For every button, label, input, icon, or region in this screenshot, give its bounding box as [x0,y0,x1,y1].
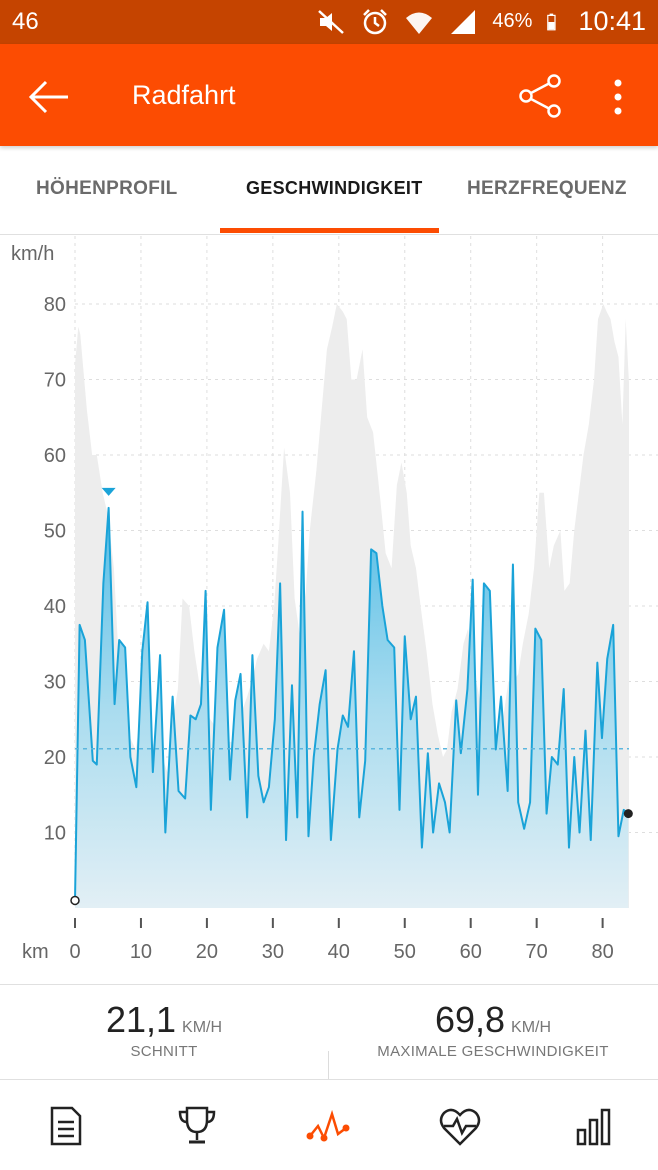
max-speed-marker [101,487,116,496]
speed-line [74,506,629,901]
heart-icon[interactable] [438,1104,482,1148]
x-tick-label: 60 [460,941,482,963]
average-speed-value: 21,1 [105,999,177,1040]
alarm-icon [363,8,388,34]
y-tick-label: 80 [44,294,66,316]
average-speed-unit: KM/H [182,1019,223,1036]
y-tick-label: 30 [44,672,66,694]
average-speed-stat: 21,1 KM/H SCHNITT [62,999,266,1060]
trophy-icon[interactable] [175,1104,219,1148]
max-speed-label: MAXIMALE GESCHWINDIGKEIT [377,1043,609,1060]
chart-icon[interactable] [306,1104,350,1148]
status-notification-count: 46 [12,8,39,35]
max-speed-unit: KM/H [511,1019,552,1036]
stats-divider [328,1051,329,1079]
y-tick-label: 40 [44,596,66,618]
stats-panel: 21,1 KM/H SCHNITT 69,8 KM/H MAXIMALE GESCH… [0,984,658,1080]
more-vert-icon[interactable] [604,74,632,120]
x-tick-label: 50 [394,941,416,963]
signal-icon [451,9,476,34]
battery-icon [547,13,557,30]
speed-chart-svg: km/h 10 20 30 40 50 60 70 80 0 10 20 30 40 50 60 70 80 km [11,236,658,963]
app-bar: Radfahrt [0,44,658,146]
average-speed-label: SCHNITT [130,1043,198,1060]
x-tick-label: 10 [130,941,152,963]
speed-chart[interactable]: km/h 10 20 30 40 50 60 70 80 0 10 20 30 40 50 60 70 80 km [0,236,658,984]
mute-icon [318,9,345,34]
max-speed-stat: 69,8 KM/H MAXIMALE GESCHWINDIGKEIT [350,999,636,1060]
active-tab-indicator [220,228,439,233]
y-tick-label: 50 [44,521,66,543]
tab-herzfrequenz[interactable]: HERZFREQUENZ [467,178,627,199]
bottom-navigation [0,1080,658,1170]
end-point-marker [623,809,633,819]
y-axis-unit-label: km/h [11,243,54,265]
clock: 10:41 [578,6,646,36]
wifi-icon [406,12,433,34]
y-tick-label: 60 [44,445,66,467]
page-title: Radfahrt [132,80,236,110]
x-axis-unit-label: km [22,941,49,963]
bar-chart-icon[interactable] [572,1104,616,1148]
tab-hoehenprofil[interactable]: HÖHENPROFIL [36,178,178,199]
share-icon[interactable] [516,72,564,120]
y-tick-label: 20 [44,747,66,769]
tab-geschwindigkeit[interactable]: GESCHWINDIGKEIT [246,178,423,198]
x-tick-label: 70 [526,941,548,963]
tab-bar: HÖHENPROFIL GESCHWINDIGKEIT HERZFREQUENZ [0,148,658,235]
start-point-marker [70,895,80,906]
max-speed-value: 69,8 [434,999,506,1040]
y-tick-label: 70 [44,370,66,392]
feed-icon[interactable] [44,1104,88,1148]
back-arrow-icon[interactable] [26,74,72,120]
x-tick-label: 30 [262,941,284,963]
x-tick-label: 20 [196,941,218,963]
x-tick-label: 80 [591,941,613,963]
x-tick-label: 40 [328,941,350,963]
battery-percentage: 46% [492,10,533,32]
y-tick-label: 10 [44,823,66,845]
x-tick-label: 0 [69,941,80,963]
status-bar: 46 46% 10:41 [0,0,658,44]
